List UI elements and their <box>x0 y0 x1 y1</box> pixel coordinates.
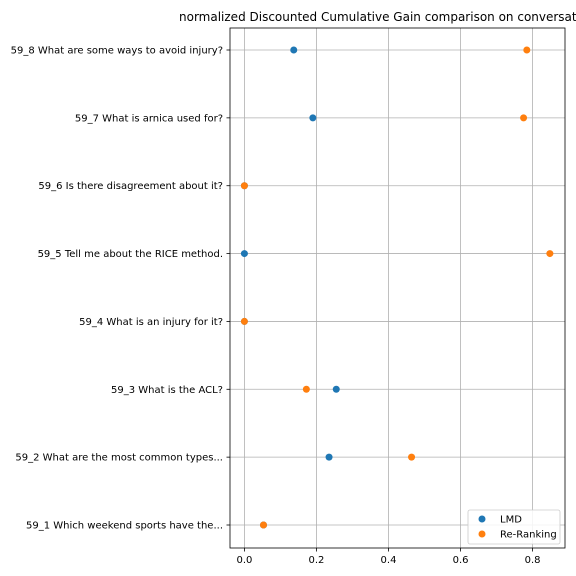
point-re-ranking <box>240 182 248 190</box>
y-tick-label: 59_7 What is arnica used for? <box>75 113 223 124</box>
x-tick-label: 0.4 <box>381 555 397 566</box>
grid <box>230 28 565 548</box>
axes: 0.0 0.2 0.4 0.6 0.8 59_1 Which weekend sports… <box>11 46 541 567</box>
x-tick-label: 0.0 <box>236 555 252 566</box>
point-re-ranking <box>520 114 528 122</box>
point-re-ranking <box>240 317 248 325</box>
point-re-ranking <box>408 453 416 461</box>
legend-box <box>467 509 561 545</box>
legend-marker-re-ranking <box>478 530 486 538</box>
point-re-ranking <box>260 521 267 529</box>
y-tick-label: 59_4 What is an injury for it? <box>79 317 223 328</box>
point-lmd <box>240 250 248 258</box>
legend-marker-lmd <box>478 515 486 523</box>
legend: LMD Re-Ranking <box>467 509 561 545</box>
x-tick-label: 0.8 <box>525 555 541 566</box>
x-tick-label: 0.2 <box>308 555 324 566</box>
point-re-ranking <box>546 250 554 258</box>
point-lmd <box>332 385 340 393</box>
y-tick-label: 59_3 What is the ACL? <box>111 385 223 396</box>
legend-label-re-ranking: Re-Ranking <box>500 530 557 541</box>
y-tick-label: 59_2 What are the most common types... <box>15 453 223 464</box>
y-tick-label: 59_1 Which weekend sports have the... <box>26 521 223 532</box>
x-tick-label: 0.6 <box>453 555 469 566</box>
y-tick-label: 59_6 Is there disagreement about it? <box>38 181 223 192</box>
point-lmd <box>309 114 317 122</box>
point-lmd <box>325 453 333 461</box>
data-points <box>240 46 554 529</box>
point-re-ranking <box>302 385 310 393</box>
plot-area <box>229 27 566 549</box>
point-re-ranking <box>523 46 531 54</box>
point-lmd <box>290 46 298 54</box>
y-tick-label: 59_5 Tell me about the RICE method. <box>38 249 223 260</box>
y-tick-label: 59_8 What are some ways to avoid injury? <box>11 46 223 57</box>
chart-title: normalized Discounted Cumulative Gain co… <box>179 10 576 24</box>
legend-label-lmd: LMD <box>500 515 522 526</box>
